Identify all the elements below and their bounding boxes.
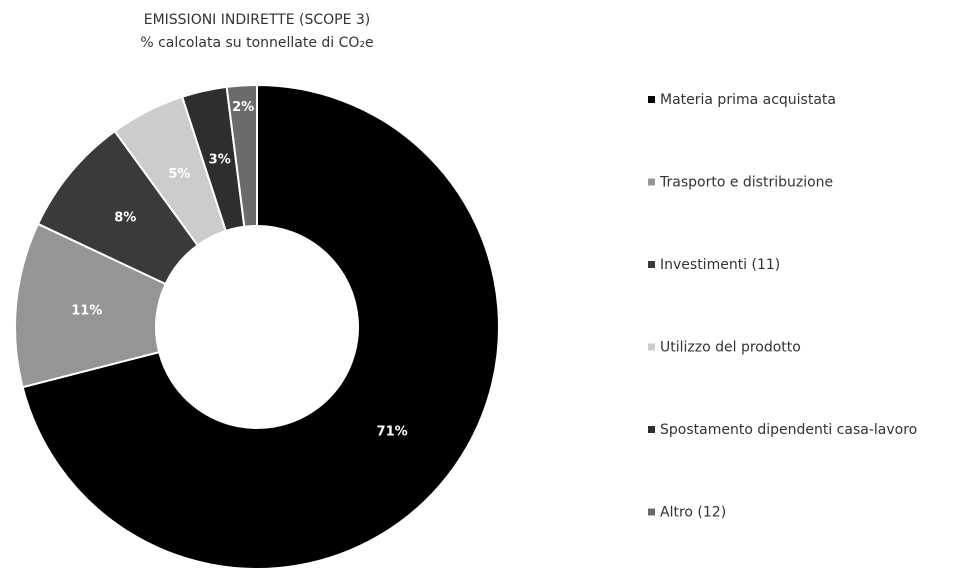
legend-swatch bbox=[648, 178, 655, 186]
legend-text: Investimenti (11) bbox=[660, 257, 780, 273]
legend-text: Trasporto e distribuzione bbox=[659, 175, 833, 191]
legend-swatch bbox=[648, 343, 655, 351]
value-label: 3% bbox=[209, 153, 231, 168]
legend-swatch bbox=[648, 508, 655, 516]
chart-title: EMISSIONI INDIRETTE (SCOPE 3) bbox=[144, 12, 371, 28]
legend-text: Utilizzo del prodotto bbox=[660, 340, 801, 356]
legend-swatch bbox=[648, 96, 655, 103]
legend-swatch bbox=[648, 261, 655, 268]
value-label: 11% bbox=[71, 303, 102, 318]
legend-text: Materia prima acquistata bbox=[660, 92, 836, 108]
value-label: 2% bbox=[232, 100, 254, 115]
chart-subtitle: % calcolata su tonnellate di CO₂e bbox=[140, 35, 373, 51]
legend-swatch bbox=[648, 426, 655, 433]
donut-slice bbox=[21, 83, 500, 570]
legend-text: Spostamento dipendenti casa-lavoro bbox=[660, 422, 917, 438]
value-label: 8% bbox=[114, 211, 136, 226]
value-label: 71% bbox=[377, 424, 408, 439]
donut-slice bbox=[225, 83, 258, 228]
legend-text: Altro (12) bbox=[660, 505, 726, 521]
value-label: 5% bbox=[168, 167, 190, 182]
